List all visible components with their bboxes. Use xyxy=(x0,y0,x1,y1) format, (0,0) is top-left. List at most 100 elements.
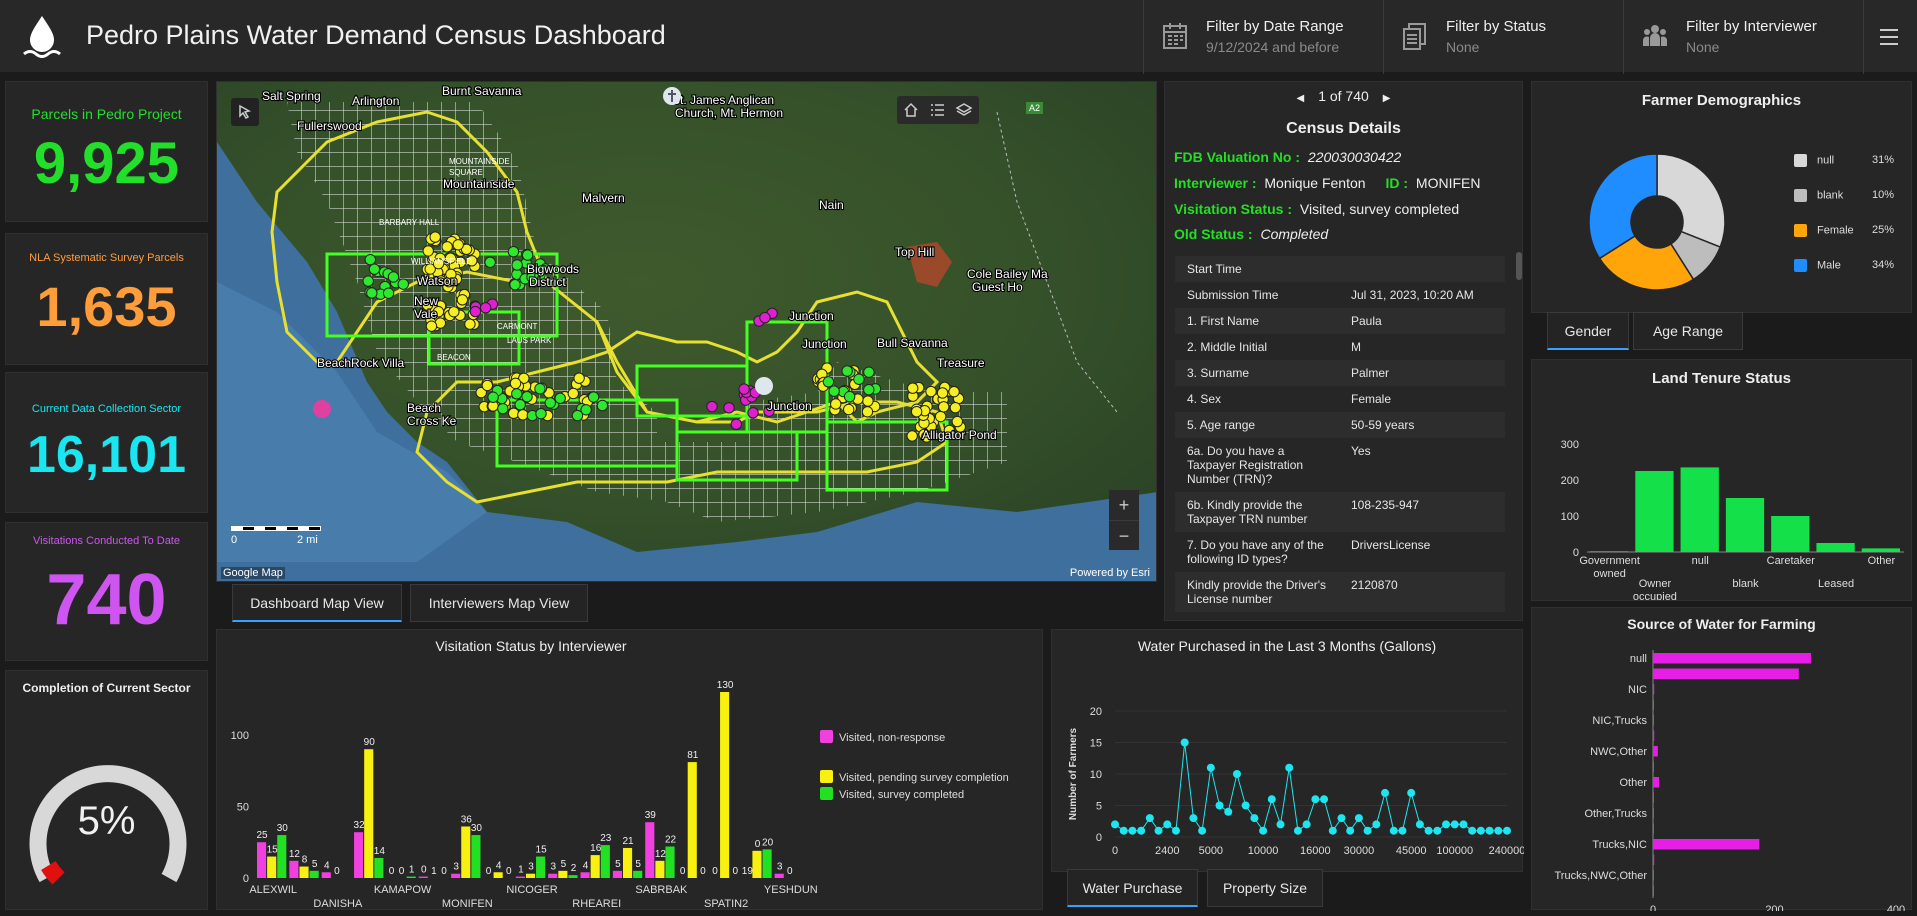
bar[interactable] xyxy=(558,870,568,878)
survey-point[interactable] xyxy=(387,271,400,283)
tab-water-purchase[interactable]: Water Purchase xyxy=(1067,869,1198,907)
data-point[interactable] xyxy=(1232,770,1241,778)
survey-point[interactable] xyxy=(441,241,453,253)
survey-point[interactable] xyxy=(382,287,395,299)
donut-slice-null[interactable] xyxy=(1656,153,1726,249)
survey-point[interactable] xyxy=(511,259,523,271)
survey-point[interactable] xyxy=(448,306,460,318)
tab-interviewers-map-view[interactable]: Interviewers Map View xyxy=(410,584,588,622)
data-point[interactable] xyxy=(1433,826,1442,835)
bar[interactable] xyxy=(451,873,461,878)
prev-record-button[interactable]: ◀ xyxy=(1296,93,1305,104)
bar[interactable] xyxy=(364,749,374,878)
data-point[interactable] xyxy=(1128,826,1137,835)
census-scrollbar[interactable] xyxy=(1516,252,1522,280)
survey-point[interactable] xyxy=(554,392,566,404)
data-point[interactable] xyxy=(1206,763,1215,772)
census-table-wrap[interactable]: Start Time Submission Time Jul 31, 2023, 1… xyxy=(1175,256,1505,620)
bar[interactable] xyxy=(1653,777,1660,788)
survey-point[interactable] xyxy=(580,404,592,416)
layers-icon[interactable] xyxy=(955,101,973,119)
bar[interactable] xyxy=(687,762,697,878)
legend-item[interactable]: Female 25% xyxy=(1794,224,1894,237)
data-point[interactable] xyxy=(1137,826,1146,835)
tab-dashboard-map-view[interactable]: Dashboard Map View xyxy=(232,584,402,622)
bar[interactable] xyxy=(267,856,277,878)
survey-point[interactable] xyxy=(507,407,520,420)
survey-point[interactable] xyxy=(936,387,949,399)
map-canvas[interactable]: Salt Spring Arlington Burnt Savanna St. Jam… xyxy=(217,82,1157,582)
data-point[interactable] xyxy=(1145,814,1154,823)
survey-point[interactable] xyxy=(906,430,918,442)
data-point[interactable] xyxy=(1241,801,1250,810)
bar[interactable] xyxy=(548,873,558,878)
survey-point[interactable] xyxy=(921,431,933,443)
survey-point[interactable] xyxy=(517,409,529,421)
bar[interactable] xyxy=(720,692,730,878)
bar[interactable] xyxy=(536,856,546,878)
survey-point[interactable] xyxy=(738,383,750,395)
bar[interactable] xyxy=(1653,870,1654,881)
survey-point[interactable] xyxy=(828,385,840,397)
bar[interactable] xyxy=(612,870,622,878)
survey-point[interactable] xyxy=(596,399,609,412)
data-point[interactable] xyxy=(1163,820,1172,829)
survey-point[interactable] xyxy=(479,302,492,314)
survey-point[interactable] xyxy=(435,275,447,287)
data-point[interactable] xyxy=(1224,807,1233,816)
survey-point[interactable] xyxy=(567,387,580,400)
survey-point[interactable] xyxy=(730,418,742,430)
survey-point[interactable] xyxy=(534,383,546,395)
data-point[interactable] xyxy=(1485,826,1494,835)
bar[interactable] xyxy=(1653,746,1658,757)
data-point[interactable] xyxy=(1372,820,1381,829)
survey-point[interactable] xyxy=(452,239,464,251)
survey-point[interactable] xyxy=(843,390,856,403)
bar[interactable] xyxy=(1653,715,1654,726)
survey-point[interactable] xyxy=(759,311,771,324)
survey-point[interactable] xyxy=(862,395,874,407)
survey-point[interactable] xyxy=(362,275,374,287)
bar[interactable] xyxy=(600,845,610,878)
survey-point[interactable] xyxy=(863,384,875,396)
legend-list-icon[interactable] xyxy=(928,101,946,119)
map-select-tool[interactable] xyxy=(231,98,259,126)
data-point[interactable] xyxy=(1198,826,1207,835)
survey-point[interactable] xyxy=(511,388,523,400)
data-point[interactable] xyxy=(1250,814,1259,823)
data-point[interactable] xyxy=(1302,820,1311,829)
data-point[interactable] xyxy=(1459,820,1468,829)
data-point[interactable] xyxy=(1407,788,1416,797)
survey-point[interactable] xyxy=(587,391,600,403)
survey-point[interactable] xyxy=(484,256,496,268)
data-point[interactable] xyxy=(1180,738,1189,747)
bar[interactable] xyxy=(1653,885,1654,897)
bar[interactable] xyxy=(1653,730,1655,742)
legend-item[interactable]: blank 10% xyxy=(1794,189,1894,202)
survey-point[interactable] xyxy=(432,306,445,318)
bar[interactable] xyxy=(321,872,331,878)
data-point[interactable] xyxy=(1424,826,1433,835)
donut-slice-Female[interactable] xyxy=(1598,234,1695,291)
filter-date-range[interactable]: Filter by Date Range 9/12/2024 and befor… xyxy=(1143,0,1383,74)
survey-point[interactable] xyxy=(571,409,584,422)
survey-point[interactable] xyxy=(863,366,875,378)
bar[interactable] xyxy=(665,846,675,878)
bar[interactable] xyxy=(1653,653,1811,664)
bar[interactable] xyxy=(580,872,590,878)
data-point[interactable] xyxy=(1111,820,1119,829)
data-point[interactable] xyxy=(1346,826,1355,835)
data-point[interactable] xyxy=(1442,820,1451,829)
survey-point[interactable] xyxy=(397,278,409,290)
bar[interactable] xyxy=(257,842,267,878)
bar[interactable] xyxy=(1590,551,1629,552)
bar[interactable] xyxy=(655,860,665,878)
home-icon[interactable] xyxy=(902,101,920,119)
bar[interactable] xyxy=(1771,516,1810,552)
survey-point[interactable] xyxy=(937,401,950,413)
bar[interactable] xyxy=(418,876,428,878)
survey-point[interactable] xyxy=(747,407,759,419)
bar[interactable] xyxy=(1816,543,1855,552)
survey-point[interactable] xyxy=(842,403,855,416)
filter-status[interactable]: Filter by Status None xyxy=(1383,0,1623,74)
